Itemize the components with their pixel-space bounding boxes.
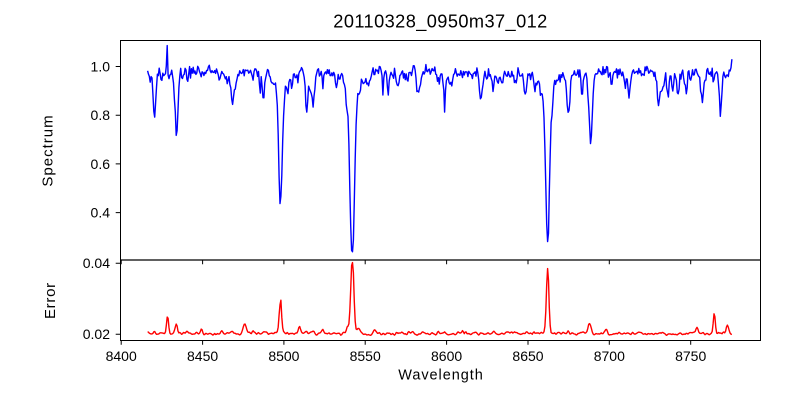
svg-text:0.04: 0.04 — [83, 255, 110, 271]
svg-text:8500: 8500 — [268, 348, 299, 364]
svg-text:0.8: 0.8 — [91, 107, 111, 123]
svg-text:8450: 8450 — [187, 348, 218, 364]
svg-text:8400: 8400 — [106, 348, 137, 364]
svg-text:1.0: 1.0 — [91, 58, 111, 74]
svg-text:0.6: 0.6 — [91, 156, 111, 172]
svg-text:Spectrum: Spectrum — [40, 114, 57, 186]
svg-text:8700: 8700 — [594, 348, 625, 364]
svg-text:8550: 8550 — [350, 348, 381, 364]
svg-text:0.02: 0.02 — [83, 326, 110, 342]
svg-text:8650: 8650 — [512, 348, 543, 364]
svg-text:0.4: 0.4 — [91, 205, 111, 221]
svg-text:Error: Error — [42, 282, 59, 319]
svg-text:8600: 8600 — [431, 348, 462, 364]
svg-text:8750: 8750 — [675, 348, 706, 364]
svg-text:20110328_0950m37_012: 20110328_0950m37_012 — [333, 12, 547, 33]
svg-text:Wavelength: Wavelength — [398, 368, 484, 384]
